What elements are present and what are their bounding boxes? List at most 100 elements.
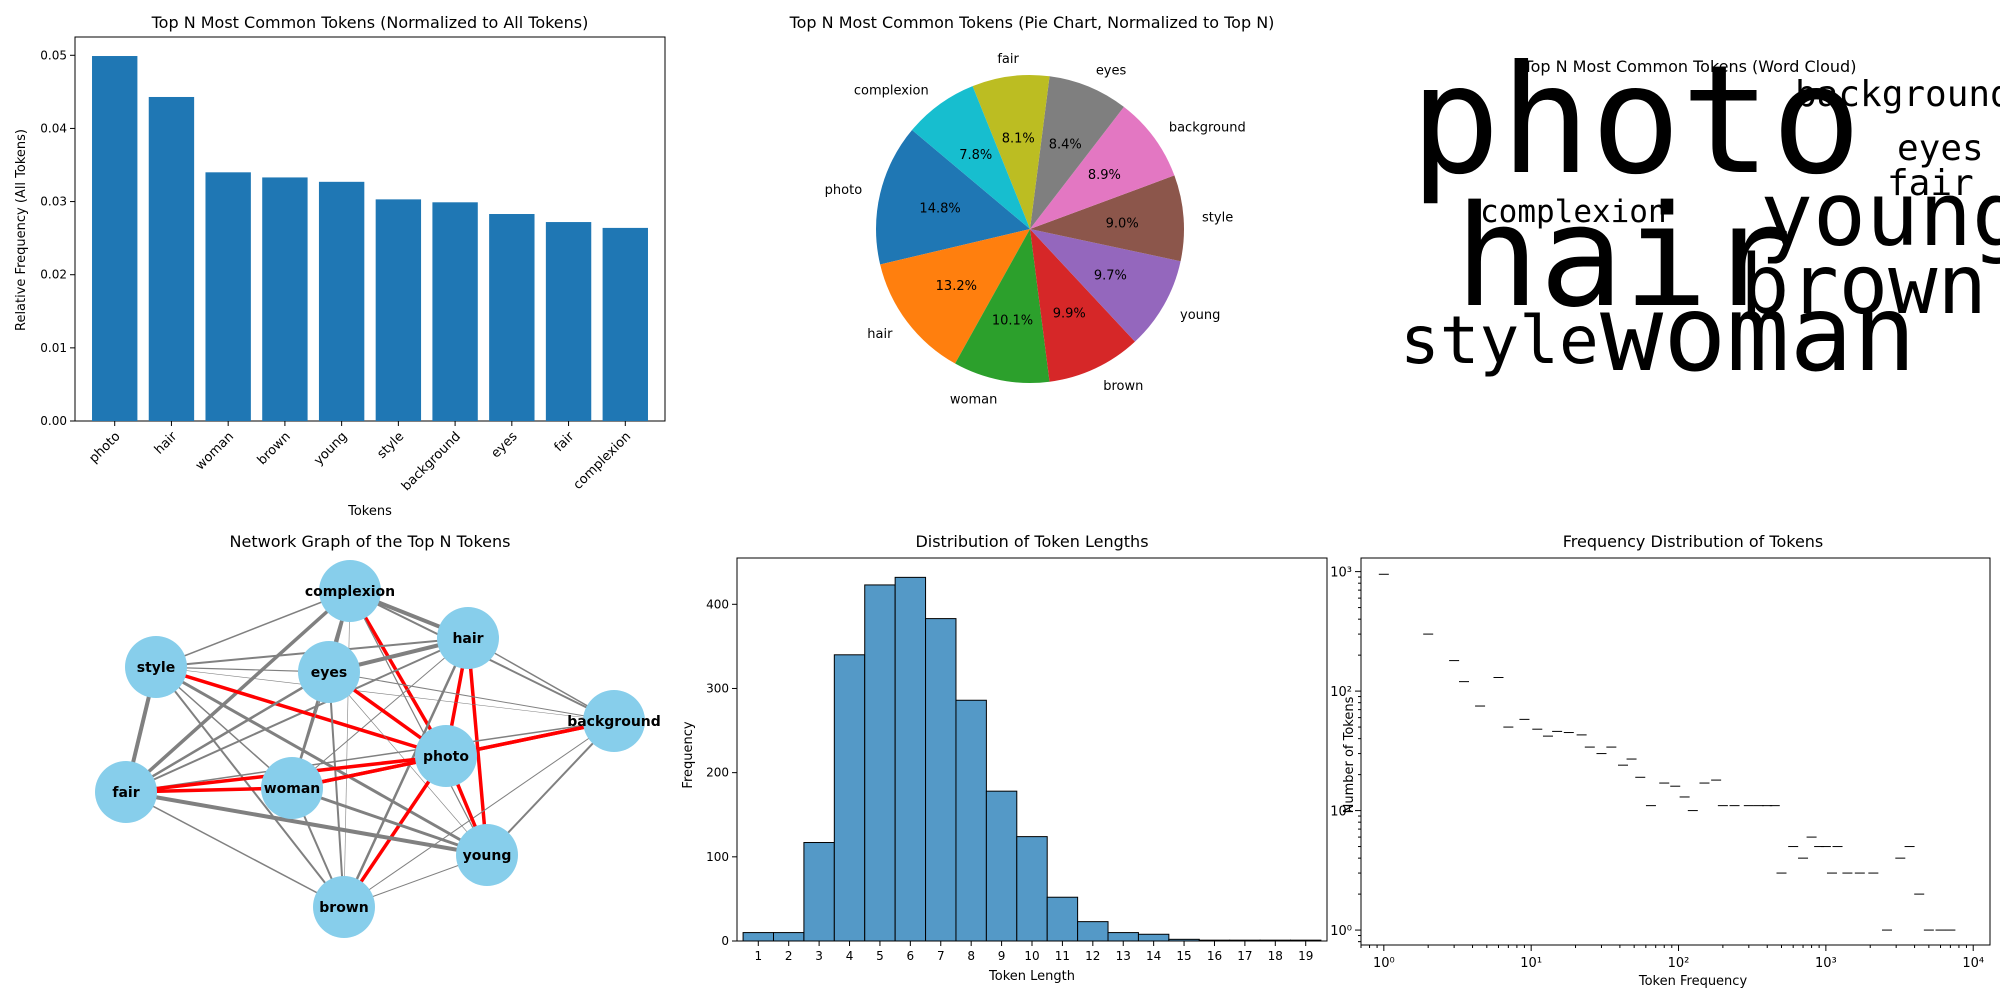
network-node-label: background <box>567 714 661 730</box>
word-cloud-word: woman <box>1600 273 1916 395</box>
network-node <box>437 607 499 669</box>
bar <box>602 227 648 421</box>
freq-ytick-label: 10⁰ <box>1330 924 1352 939</box>
pie-chart: Top N Most Common Tokens (Pie Chart, Nor… <box>789 13 1275 407</box>
bar <box>318 181 365 421</box>
bar-xtick-label: background <box>399 429 464 494</box>
freq-xtick-label: 10⁴ <box>1962 956 1984 971</box>
hist-xtick-label: 15 <box>1176 949 1191 963</box>
pie-slice <box>1030 229 1181 342</box>
word-cloud-word: complexion <box>1480 194 1667 230</box>
bar-xtick-label: fair <box>552 429 578 455</box>
pie-slice <box>1030 175 1185 262</box>
bar-axes-frame <box>74 36 666 422</box>
network-node-label: brown <box>319 900 368 916</box>
bar-xtick-label: style <box>375 429 408 462</box>
hist-bar <box>955 699 987 942</box>
hist-bar <box>1016 836 1048 942</box>
network-edge <box>343 590 351 908</box>
freq-axes-frame <box>1360 557 1991 946</box>
network-node-label: photo <box>423 749 469 765</box>
network-edge <box>125 670 330 794</box>
network-edge <box>155 666 345 908</box>
word-cloud-word: style <box>1400 302 1599 379</box>
bar-ytick-label: 0.01 <box>40 341 67 355</box>
freq-dist-title: Frequency Distribution of Tokens <box>1563 532 1824 551</box>
network-edge <box>349 590 488 856</box>
bar-chart-ylabel: Relative Frequency (All Tokens) <box>14 129 29 331</box>
pie-slice-label: photo <box>825 183 863 198</box>
bar-ytick-label: 0.00 <box>40 414 67 428</box>
hist-ytick-label: 0 <box>721 934 729 948</box>
hist-bar <box>1198 939 1231 942</box>
network-node-label: woman <box>264 781 321 797</box>
hist-bar <box>925 618 957 942</box>
word-cloud-word: young <box>1760 163 2000 266</box>
bar-xtick-label: brown <box>255 429 294 468</box>
hist-xtick-label: 4 <box>846 949 854 963</box>
hist-xtick-label: 2 <box>785 949 793 963</box>
freq-xtick-label: 10³ <box>1815 956 1837 971</box>
hist-ytick-label: 300 <box>706 681 729 695</box>
network-edge <box>328 671 615 722</box>
bar-xtick-label: young <box>311 429 350 468</box>
pie-pct-label: 9.9% <box>1053 307 1086 322</box>
network-edge <box>343 720 615 908</box>
freq-xtick-label: 10² <box>1668 956 1690 971</box>
hist-xtick-label: 16 <box>1207 949 1222 963</box>
word-cloud-title: Top N Most Common Tokens (Word Cloud) <box>1523 57 1857 76</box>
word-cloud-word: photo <box>1410 34 1862 208</box>
hist-bar <box>1229 939 1261 942</box>
histogram-ylabel: Frequency <box>681 721 696 788</box>
network-node <box>456 824 518 886</box>
pie-slice <box>955 229 1050 383</box>
bar-xtick-label: eyes <box>489 429 521 461</box>
pie-slice <box>972 74 1050 229</box>
pie-pct-label: 8.1% <box>1002 131 1035 146</box>
hist-bar <box>833 654 866 942</box>
pie-slice <box>1030 76 1124 229</box>
histogram-xlabel: Token Length <box>988 969 1075 984</box>
word-cloud-word: fair <box>1887 163 1974 204</box>
bar-xtick-label: hair <box>152 429 181 458</box>
hist-xtick-label: 18 <box>1268 949 1283 963</box>
bar-chart-title: Top N Most Common Tokens (Normalized to … <box>151 13 589 32</box>
histogram: Distribution of Token Lengths 0 100 200 300… <box>681 532 1328 984</box>
word-cloud: Top N Most Common Tokens (Word Cloud) ph… <box>1400 34 2000 395</box>
bar <box>92 56 138 421</box>
hist-bar <box>1107 932 1139 942</box>
network-edge <box>125 791 345 908</box>
hist-bar <box>864 584 896 942</box>
pie-slice-label: hair <box>867 327 893 342</box>
bar <box>375 199 422 421</box>
bar-ytick-label: 0.02 <box>40 268 67 282</box>
network-node <box>415 725 477 787</box>
network-edge <box>155 665 488 857</box>
bar-chart-xlabel: Tokens <box>347 504 392 519</box>
network-edge <box>125 720 615 793</box>
network-node-label: hair <box>452 631 483 647</box>
pie-slice <box>1030 229 1135 382</box>
network-node <box>125 636 187 698</box>
hist-ytick-label: 400 <box>706 597 729 611</box>
bar <box>205 172 251 421</box>
hist-bar <box>1290 939 1322 942</box>
hist-bar <box>1168 938 1200 942</box>
hist-ytick-label: 200 <box>706 766 729 780</box>
pie-slice-label: woman <box>950 392 997 407</box>
pie-pct-label: 9.0% <box>1106 216 1139 231</box>
hist-xtick-label: 7 <box>937 949 945 963</box>
word-cloud-word: brown <box>1740 238 1987 333</box>
hist-xtick-label: 6 <box>907 949 915 963</box>
hist-bar <box>772 932 805 942</box>
freq-dist-ylabel: Number of Tokens <box>1342 696 1357 813</box>
hist-xtick-label: 19 <box>1298 949 1313 963</box>
freq-xtick-label: 10¹ <box>1520 956 1542 971</box>
network-node-label: young <box>463 848 512 864</box>
pie-slice-label: style <box>1202 211 1233 226</box>
network-edge <box>291 786 488 857</box>
bar <box>432 202 478 421</box>
freq-dist-xlabel: Token Frequency <box>1638 974 1748 989</box>
network-node <box>583 690 645 752</box>
